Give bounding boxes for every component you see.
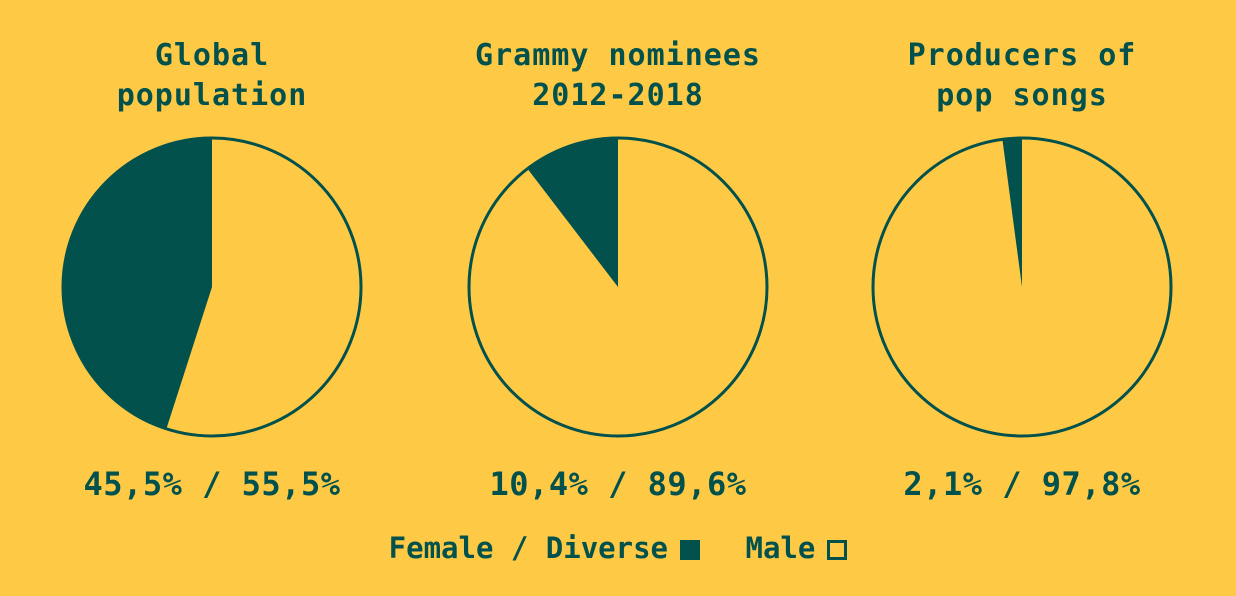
pie-value-label: 45,5% / 55,5% <box>83 465 341 503</box>
legend-item-female: Female / Diverse <box>388 530 701 566</box>
pie-value-label: 2,1% / 97,8% <box>903 465 1141 503</box>
legend: Female / Diverse Male <box>0 530 1236 566</box>
pie-chart <box>61 136 363 438</box>
pie-slice-female <box>61 137 212 430</box>
chart-pop-producers: Producers of pop songs 2,1% / 97,8% <box>857 0 1187 520</box>
legend-label: Female / Diverse <box>388 531 669 565</box>
pie-outline <box>61 136 363 438</box>
chart-title-line: Grammy nominees <box>475 38 761 73</box>
pie-outline <box>871 136 1173 438</box>
chart-title-line: Global <box>154 38 270 73</box>
chart-title: Producers of pop songs <box>857 36 1187 116</box>
chart-title: Global population <box>47 36 377 116</box>
filled-square-icon <box>680 540 701 560</box>
chart-global-population: Global population 45,5% / 55,5% <box>47 0 377 520</box>
chart-title-line: 2012-2018 <box>532 78 704 113</box>
pie-chart <box>467 136 769 438</box>
chart-title: Grammy nominees 2012-2018 <box>453 36 783 116</box>
pie-outline <box>467 136 769 438</box>
pie-slice-female <box>526 137 618 287</box>
pie-chart <box>871 136 1173 438</box>
empty-square-icon <box>827 540 848 560</box>
chart-grammy-nominees: Grammy nominees 2012-2018 10,4% / 89,6% <box>453 0 783 520</box>
chart-title-line: Producers of <box>907 38 1137 73</box>
chart-title-line: pop songs <box>936 78 1108 113</box>
legend-label: Male <box>745 531 816 565</box>
pie-value-label: 10,4% / 89,6% <box>489 465 747 503</box>
chart-title-line: population <box>116 78 308 113</box>
legend-item-male: Male <box>745 530 848 566</box>
pie-slice-female <box>1002 137 1022 287</box>
